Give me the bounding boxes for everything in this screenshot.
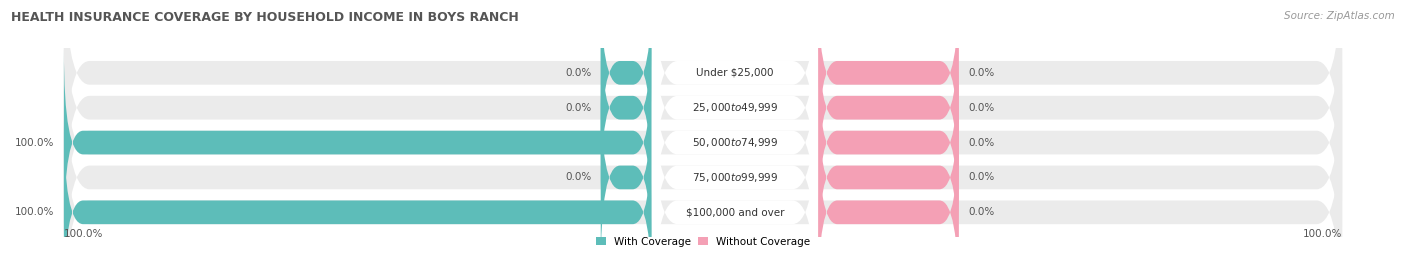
- Legend: With Coverage, Without Coverage: With Coverage, Without Coverage: [596, 236, 810, 247]
- FancyBboxPatch shape: [652, 0, 818, 200]
- FancyBboxPatch shape: [818, 85, 959, 269]
- FancyBboxPatch shape: [63, 50, 1343, 269]
- FancyBboxPatch shape: [63, 0, 1343, 200]
- Text: 0.0%: 0.0%: [565, 172, 591, 182]
- Text: $100,000 and over: $100,000 and over: [686, 207, 785, 217]
- Text: HEALTH INSURANCE COVERAGE BY HOUSEHOLD INCOME IN BOYS RANCH: HEALTH INSURANCE COVERAGE BY HOUSEHOLD I…: [11, 11, 519, 24]
- Text: $25,000 to $49,999: $25,000 to $49,999: [692, 101, 778, 114]
- FancyBboxPatch shape: [818, 0, 959, 166]
- Text: 0.0%: 0.0%: [969, 137, 994, 148]
- FancyBboxPatch shape: [63, 0, 1343, 235]
- FancyBboxPatch shape: [818, 119, 959, 269]
- Text: 0.0%: 0.0%: [565, 68, 591, 78]
- FancyBboxPatch shape: [818, 50, 959, 235]
- FancyBboxPatch shape: [652, 15, 818, 269]
- FancyBboxPatch shape: [652, 0, 818, 235]
- FancyBboxPatch shape: [63, 50, 652, 235]
- FancyBboxPatch shape: [818, 15, 959, 200]
- Text: 100.0%: 100.0%: [15, 207, 55, 217]
- Text: 0.0%: 0.0%: [565, 103, 591, 113]
- Text: 0.0%: 0.0%: [969, 172, 994, 182]
- FancyBboxPatch shape: [63, 85, 1343, 269]
- FancyBboxPatch shape: [600, 15, 652, 200]
- Text: 100.0%: 100.0%: [63, 229, 103, 239]
- Text: 100.0%: 100.0%: [15, 137, 55, 148]
- Text: 0.0%: 0.0%: [969, 68, 994, 78]
- FancyBboxPatch shape: [652, 50, 818, 269]
- FancyBboxPatch shape: [600, 0, 652, 166]
- FancyBboxPatch shape: [63, 119, 652, 269]
- Text: 0.0%: 0.0%: [969, 103, 994, 113]
- Text: $75,000 to $99,999: $75,000 to $99,999: [692, 171, 778, 184]
- Text: 100.0%: 100.0%: [1303, 229, 1343, 239]
- FancyBboxPatch shape: [652, 85, 818, 269]
- Text: 0.0%: 0.0%: [969, 207, 994, 217]
- Text: Source: ZipAtlas.com: Source: ZipAtlas.com: [1284, 11, 1395, 21]
- Text: Under $25,000: Under $25,000: [696, 68, 773, 78]
- Text: $50,000 to $74,999: $50,000 to $74,999: [692, 136, 778, 149]
- FancyBboxPatch shape: [600, 85, 652, 269]
- FancyBboxPatch shape: [63, 15, 1343, 269]
